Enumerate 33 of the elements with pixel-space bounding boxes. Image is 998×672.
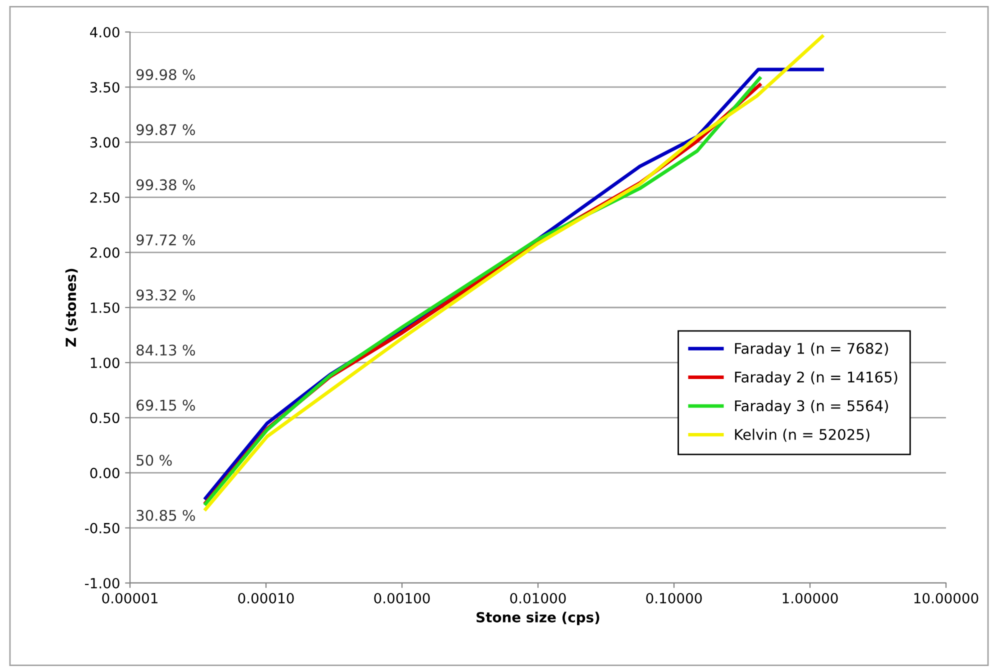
y-tick-label: -1.00 [85, 578, 120, 588]
annotation: 97.72 % [136, 234, 195, 246]
x-tick-label: 0.10000 [646, 592, 702, 604]
y-tick-label: 1.00 [90, 358, 120, 368]
x-axis-title: Stone size (cps) [476, 612, 600, 626]
y-tick-label: 0.50 [90, 412, 120, 424]
annotation: 84.13 % [136, 344, 195, 356]
legend-label: Kelvin (n = 52025) [735, 428, 870, 442]
x-tick-label: 0.01000 [510, 592, 566, 604]
annotation: 30.85 % [136, 510, 195, 521]
y-tick-label: 3.50 [90, 82, 120, 93]
annotation: 50 % [136, 454, 172, 466]
y-tick-label: 1.50 [90, 302, 120, 313]
legend-label: Faraday 3 (n = 5564) [735, 400, 888, 414]
annotation: 69.15 % [136, 400, 195, 411]
annotation: 99.98 % [136, 69, 195, 80]
x-tick-label: 0.00001 [102, 592, 158, 604]
y-axis-title: Z (stones) [65, 268, 78, 347]
x-tick-label: 0.00010 [238, 592, 294, 604]
y-tick-label: 0.00 [90, 468, 120, 478]
annotation: 93.32 % [136, 289, 195, 301]
x-tick-label: 1.00000 [782, 592, 838, 604]
annotation: 99.38 % [136, 179, 195, 190]
x-tick-label: 10.00000 [914, 592, 978, 604]
legend-label: Faraday 1 (n = 7682) [735, 342, 888, 357]
y-tick-label: 3.00 [90, 137, 120, 148]
y-tick-label: 2.50 [90, 192, 120, 203]
y-tick-label: 4.00 [90, 26, 120, 38]
y-tick-label: 2.00 [90, 247, 120, 258]
x-tick-label: 0.00100 [374, 592, 430, 604]
annotation: 99.87 % [136, 124, 195, 136]
y-tick-label: -0.50 [85, 522, 120, 534]
legend-label: Faraday 2 (n = 14165) [735, 371, 898, 386]
